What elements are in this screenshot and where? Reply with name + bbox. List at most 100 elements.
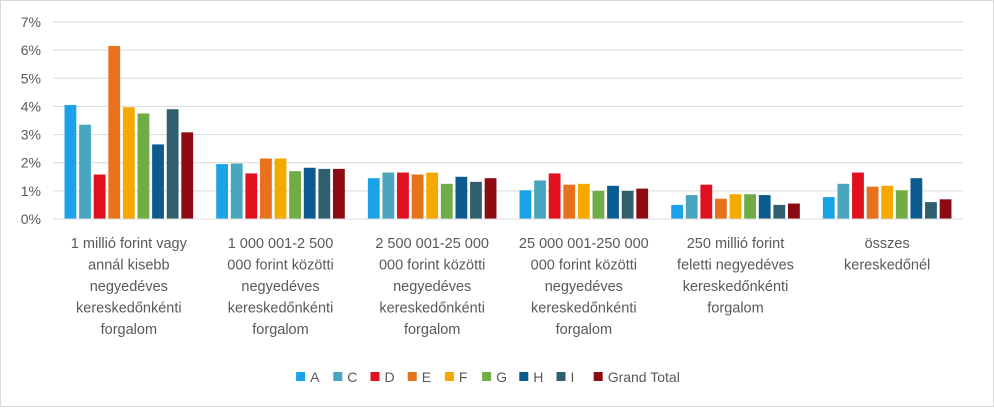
bar — [548, 173, 561, 219]
legend-label: E — [422, 369, 431, 385]
bar — [137, 113, 150, 219]
bar — [245, 173, 258, 219]
bar — [852, 172, 864, 219]
bar — [939, 199, 952, 219]
category-label-line: 250 millió forint — [687, 236, 785, 252]
bar — [758, 195, 771, 219]
category-label-line: kereskedőnkénti — [683, 279, 789, 295]
category-label-line: 000 forint közötti — [531, 258, 637, 274]
bar — [318, 168, 331, 219]
bar — [411, 174, 424, 219]
bar — [64, 105, 77, 219]
bar — [79, 124, 91, 219]
y-tick-label: 1% — [21, 183, 41, 199]
y-tick-label: 6% — [21, 42, 41, 58]
category-label-line: kereskedőnkénti — [531, 301, 637, 317]
category-label-line: kereskedőnél — [844, 258, 930, 274]
category-label-line: forgalom — [404, 322, 460, 338]
legend-label: D — [385, 369, 395, 385]
category-label-line: 000 forint közötti — [379, 258, 485, 274]
bar — [455, 176, 468, 219]
category-label-line: 000 forint közötti — [227, 258, 333, 274]
category-label: 1 millió forint vagy annál kisebb negyedév… — [71, 236, 188, 338]
bar — [260, 158, 272, 219]
bar — [166, 109, 179, 219]
gridlines — [53, 21, 963, 192]
category-label-line: forgalom — [707, 301, 763, 317]
legend-label: Grand Total — [608, 369, 680, 385]
legend-swatch — [482, 372, 492, 381]
bar — [367, 178, 380, 219]
bar — [744, 194, 756, 219]
legend-item-d: D — [370, 369, 395, 385]
category-labels: 1 millió forint vagy annál kisebb negyedév… — [71, 236, 930, 338]
bar — [397, 172, 409, 219]
legend-swatch — [407, 372, 417, 381]
legend-item-grand-total: Grand Total — [593, 369, 680, 385]
category-label-line: 1 000 001-2 500 — [228, 236, 334, 252]
bar — [788, 203, 800, 219]
bar — [895, 190, 908, 219]
bar — [470, 181, 482, 219]
bar — [866, 186, 879, 219]
series-a — [64, 105, 835, 219]
bar — [274, 158, 287, 219]
bar — [607, 185, 619, 219]
bar — [729, 194, 742, 219]
bar — [122, 107, 135, 219]
category-label-line: forgalom — [556, 322, 612, 338]
legend-swatch — [333, 372, 343, 381]
bar — [925, 202, 937, 219]
legend-swatch — [519, 372, 529, 381]
bar — [671, 204, 683, 219]
bar — [837, 183, 850, 219]
bars — [64, 45, 952, 219]
bar — [426, 172, 439, 219]
legend-label: I — [571, 369, 575, 385]
category-label-line: annál kisebb — [88, 258, 169, 274]
y-tick-label: 0% — [21, 211, 41, 227]
bar — [592, 190, 605, 219]
legend-swatch — [370, 372, 380, 381]
category-label: 2 500 001-25 000 000 forint közötti negyed… — [375, 236, 489, 338]
series-g — [137, 113, 908, 219]
category-label-line: negyedéves — [545, 279, 623, 295]
legend-label: H — [533, 369, 543, 385]
category-label-line: kereskedőnkénti — [379, 301, 485, 317]
series-i — [166, 109, 937, 219]
bar — [440, 183, 453, 219]
bar — [303, 167, 316, 219]
bar — [700, 184, 713, 219]
series-d — [93, 172, 864, 219]
bar — [636, 188, 649, 219]
bar — [577, 183, 590, 219]
category-label: 1 000 001-2 500 000 forint közötti negyedé… — [227, 236, 333, 338]
y-tick-label: 2% — [21, 155, 41, 171]
y-tick-label: 4% — [21, 98, 41, 114]
category-label-line: negyedéves — [241, 279, 319, 295]
legend-label: G — [496, 369, 507, 385]
bar — [715, 198, 727, 219]
category-label-line: 1 millió forint vagy — [71, 236, 188, 252]
y-tick-label: 5% — [21, 70, 41, 86]
bar — [93, 174, 106, 219]
series-grand-total — [181, 132, 952, 219]
legend-item-g: G — [482, 369, 507, 385]
category-label: 25 000 001-250 000 000 forint közötti negy… — [519, 236, 649, 338]
category-label: 250 millió forint feletti negyedéves keres… — [677, 236, 794, 317]
category-label-line: negyedéves — [90, 279, 168, 295]
legend: A C D E F G H I Grand Total — [296, 369, 680, 385]
bar — [519, 190, 532, 219]
bar — [685, 195, 698, 219]
y-axis-tick-labels: 0% 1% 2% 3% 4% 5% 6% 7% — [21, 14, 41, 227]
bar — [881, 185, 894, 219]
legend-item-e: E — [407, 369, 431, 385]
legend-swatch — [296, 372, 306, 381]
bar — [289, 171, 301, 219]
category-label-line: 2 500 001-25 000 — [375, 236, 489, 252]
bar — [534, 180, 546, 219]
category-label-line: 25 000 001-250 000 — [519, 236, 649, 252]
category-label-line: negyedéves — [393, 279, 471, 295]
